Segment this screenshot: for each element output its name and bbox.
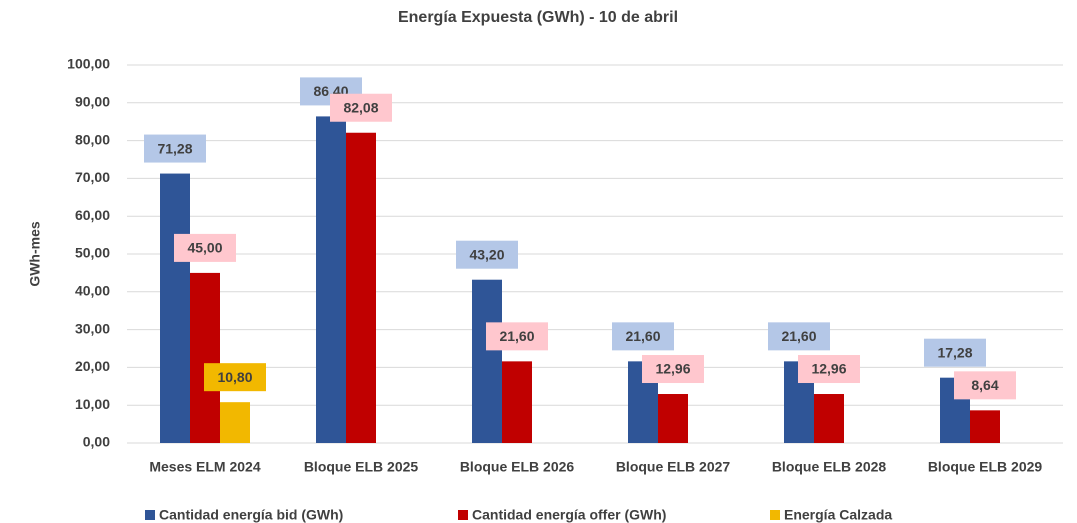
x-tick-label: Bloque ELB 2029 [928, 459, 1043, 475]
data-label-box [486, 322, 548, 351]
x-tick-label: Bloque ELB 2025 [304, 459, 419, 475]
y-tick-label: 30,00 [75, 320, 110, 336]
data-label-box [204, 363, 266, 392]
x-tick-label: Bloque ELB 2027 [616, 459, 731, 475]
data-label: 12,96 [655, 361, 690, 377]
data-label: 82,08 [343, 99, 378, 115]
y-tick-label: 60,00 [75, 207, 110, 223]
y-tick-label: 40,00 [75, 283, 110, 299]
data-label-box [798, 355, 860, 384]
bar [160, 173, 190, 444]
data-label: 21,60 [781, 328, 816, 344]
bar [472, 279, 502, 443]
bar [220, 402, 250, 443]
data-label: 21,60 [625, 328, 660, 344]
legend-swatch [770, 510, 780, 520]
bar [346, 132, 376, 443]
data-label: 21,60 [499, 328, 534, 344]
y-tick-label: 50,00 [75, 245, 110, 261]
y-tick-label: 20,00 [75, 358, 110, 374]
y-tick-label: 70,00 [75, 169, 110, 185]
data-label-box [144, 134, 206, 163]
data-label: 17,28 [937, 344, 972, 360]
x-tick-label: Bloque ELB 2026 [460, 459, 575, 475]
data-label: 45,00 [187, 240, 222, 256]
bar [658, 394, 688, 443]
bar [316, 116, 346, 444]
legend-swatch [145, 510, 155, 520]
data-label: 12,96 [811, 361, 846, 377]
legend-label: Energía Calzada [784, 507, 892, 523]
legend-label: Cantidad energía offer (GWh) [472, 507, 666, 523]
bar [502, 361, 532, 443]
data-label-box [330, 93, 392, 122]
legend-swatch [458, 510, 468, 520]
data-label-box [954, 371, 1016, 400]
data-label-box [174, 233, 236, 262]
y-tick-label: 0,00 [83, 434, 110, 450]
legend-label: Cantidad energía bid (GWh) [159, 507, 343, 523]
chart-title: Energía Expuesta (GWh) - 10 de abril [398, 9, 678, 26]
data-label: 8,64 [971, 377, 998, 393]
data-label-box [456, 240, 518, 269]
x-tick-label: Bloque ELB 2028 [772, 459, 887, 475]
bar [970, 410, 1000, 443]
y-tick-label: 90,00 [75, 94, 110, 110]
bar [814, 394, 844, 443]
y-tick-label: 10,00 [75, 396, 110, 412]
x-tick-label: Meses ELM 2024 [149, 459, 260, 475]
y-tick-label: 80,00 [75, 131, 110, 147]
data-label: 43,20 [469, 246, 504, 262]
y-axis-label: GWh-mes [27, 221, 43, 287]
data-label-box [924, 338, 986, 367]
bar [190, 272, 220, 443]
data-label-box [768, 322, 830, 351]
y-tick-label: 100,00 [67, 56, 110, 72]
data-label: 71,28 [157, 140, 192, 156]
data-label-box [642, 355, 704, 384]
data-label-box [612, 322, 674, 351]
data-label: 10,80 [217, 369, 252, 385]
